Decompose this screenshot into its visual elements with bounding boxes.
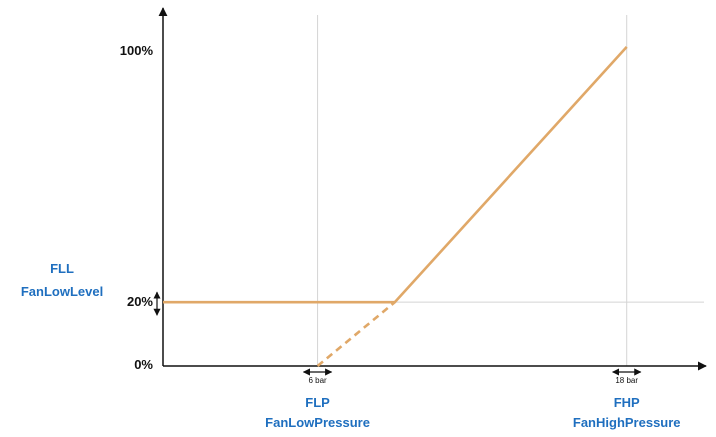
flp-name: FanLowPressure [265, 415, 370, 430]
series-layer [163, 46, 628, 368]
y-tick-label-100: 100% [120, 43, 154, 58]
fhp-name-part-0: Fan [573, 415, 596, 430]
y-tick-label-20: 20% [127, 294, 153, 309]
x-tick-label-6-bar: 6 bar [308, 376, 327, 385]
fll-name-part-2: Level [70, 284, 103, 299]
fll-name-part-0: Fan [21, 284, 44, 299]
extrapolated-line [316, 301, 396, 368]
x-tick-label-18-bar: 18 bar [615, 376, 638, 385]
fll-name: FanLowLevel [21, 284, 103, 299]
flp-name-part-0: Fan [265, 415, 288, 430]
fhp-name-part-1: High [596, 415, 625, 430]
flp-name-part-2: Pressure [314, 415, 370, 430]
fll-abbr: FLL [50, 261, 74, 276]
fhp-name: FanHighPressure [573, 415, 681, 430]
fan-level-line [163, 46, 628, 304]
fll-name-part-1: Low [44, 284, 71, 299]
flp-name-part-1: Low [288, 415, 315, 430]
flp-abbr: FLP [305, 395, 330, 410]
fhp-name-part-2: Pressure [625, 415, 681, 430]
fhp-abbr: FHP [614, 395, 640, 410]
y-tick-label-0: 0% [134, 357, 153, 372]
